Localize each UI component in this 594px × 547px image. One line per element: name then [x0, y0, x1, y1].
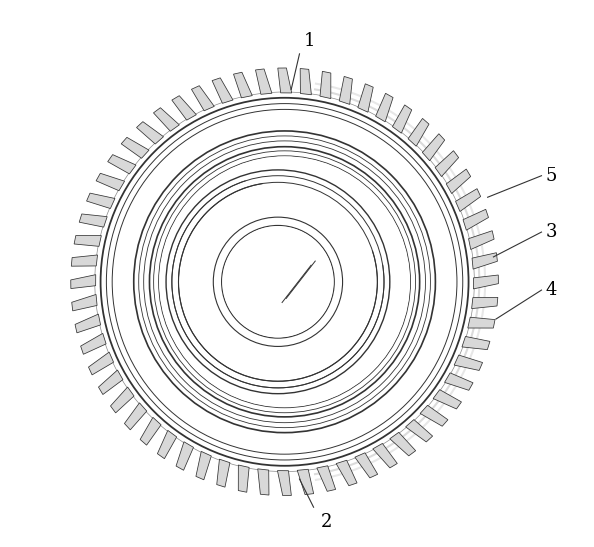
Polygon shape [233, 72, 252, 98]
Polygon shape [320, 71, 331, 98]
Polygon shape [339, 77, 352, 104]
Polygon shape [375, 94, 393, 122]
Polygon shape [297, 469, 314, 494]
Polygon shape [406, 420, 432, 442]
Polygon shape [255, 69, 272, 94]
Polygon shape [420, 405, 448, 426]
Polygon shape [157, 430, 176, 459]
Polygon shape [336, 460, 357, 486]
Polygon shape [446, 169, 470, 194]
Polygon shape [408, 119, 429, 146]
Polygon shape [454, 355, 482, 370]
Polygon shape [212, 78, 233, 103]
Polygon shape [124, 403, 147, 430]
Polygon shape [71, 275, 96, 289]
Polygon shape [463, 210, 488, 230]
Polygon shape [140, 417, 161, 445]
Polygon shape [422, 134, 445, 161]
Text: 1: 1 [304, 32, 315, 50]
Polygon shape [433, 389, 462, 409]
Polygon shape [473, 275, 498, 289]
Polygon shape [355, 453, 378, 478]
Text: 4: 4 [546, 281, 557, 299]
Polygon shape [258, 469, 269, 495]
Circle shape [134, 131, 435, 433]
Polygon shape [278, 68, 292, 93]
Polygon shape [435, 150, 459, 177]
Polygon shape [96, 173, 125, 191]
Text: 3: 3 [546, 223, 557, 241]
Polygon shape [72, 294, 97, 311]
Polygon shape [277, 470, 291, 496]
Polygon shape [373, 444, 397, 468]
Polygon shape [217, 459, 230, 487]
Polygon shape [358, 84, 373, 112]
Circle shape [159, 156, 410, 407]
Polygon shape [444, 373, 473, 391]
Polygon shape [110, 387, 134, 413]
Polygon shape [74, 236, 102, 246]
Polygon shape [79, 214, 107, 227]
Polygon shape [462, 336, 490, 350]
Polygon shape [393, 105, 412, 133]
Polygon shape [121, 137, 149, 158]
Polygon shape [87, 193, 115, 208]
Polygon shape [75, 314, 100, 333]
Polygon shape [81, 333, 106, 354]
Polygon shape [191, 86, 214, 111]
Polygon shape [89, 352, 113, 375]
Polygon shape [71, 255, 97, 266]
Polygon shape [153, 108, 179, 131]
Polygon shape [238, 465, 249, 492]
Polygon shape [172, 96, 197, 120]
Polygon shape [317, 465, 336, 491]
Text: 5: 5 [546, 167, 557, 185]
Text: 2: 2 [320, 513, 331, 531]
Polygon shape [390, 432, 416, 456]
Polygon shape [468, 317, 495, 328]
Polygon shape [300, 68, 311, 95]
Polygon shape [456, 189, 481, 212]
Polygon shape [469, 231, 494, 249]
Polygon shape [99, 370, 123, 394]
Circle shape [222, 226, 333, 337]
Polygon shape [196, 451, 211, 480]
Polygon shape [108, 155, 136, 174]
Polygon shape [176, 442, 194, 470]
Polygon shape [472, 298, 498, 309]
Polygon shape [137, 121, 163, 144]
Polygon shape [472, 253, 497, 269]
